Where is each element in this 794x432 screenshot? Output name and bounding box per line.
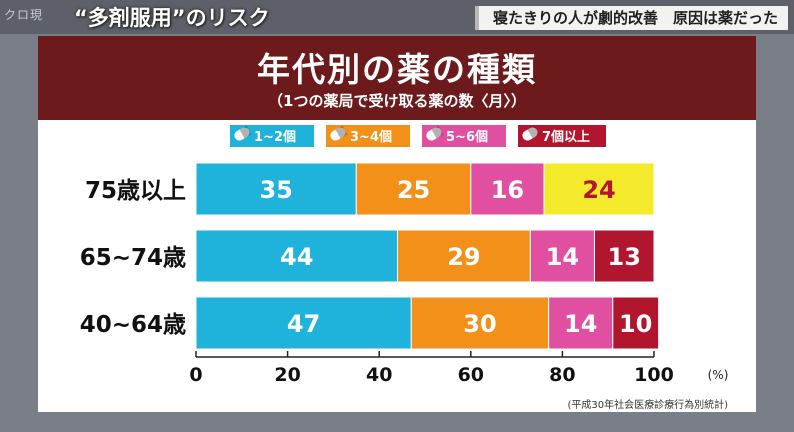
- x-tick-label: 40: [366, 364, 392, 386]
- legend-label-3: 5~6個: [446, 129, 488, 145]
- bar-segment: [397, 229, 531, 283]
- data-label: 13: [608, 243, 641, 271]
- chart-subtitle: （1つの薬局で受け取る薬の数〈月〉）: [268, 92, 526, 110]
- bar-segment: [195, 162, 357, 216]
- bar-segment: [195, 296, 412, 350]
- category-label: 65~74歳: [80, 245, 186, 271]
- legend-label-1: 1~2個: [254, 129, 296, 145]
- stacked-bar-chart: 1~2個 3~4個 5~6個 7個以上 75歳以上 35 25 16 24 65~74歳 44 29 1…: [80, 125, 729, 386]
- bar-segment: [355, 162, 472, 216]
- pill-icon: [522, 127, 538, 141]
- x-tick-label: 60: [458, 364, 484, 386]
- bar-segment: [410, 296, 550, 350]
- pill-icon-half: [335, 125, 348, 139]
- data-label: 14: [564, 310, 597, 338]
- pill-icon: [234, 127, 250, 141]
- topic-caption: “多剤服用”のリスク: [74, 6, 270, 30]
- legend-swatch-4: [518, 125, 606, 147]
- headline-caption: 寝たきりの人が劇的改善 原因は薬だった: [474, 6, 788, 30]
- bar-segment: [612, 296, 660, 350]
- pill-icon: [330, 127, 346, 141]
- bar-segment: [195, 229, 399, 283]
- data-label: 25: [397, 176, 430, 204]
- x-tick-label: 20: [274, 364, 300, 386]
- data-label: 47: [287, 310, 320, 338]
- data-label: 16: [491, 176, 524, 204]
- legend-label-4: 7個以上: [542, 129, 590, 145]
- legend-swatch-2: [326, 125, 410, 147]
- legend-label-2: 3~4個: [350, 129, 392, 145]
- chart-board: 年代別の薬の種類 （1つの薬局で受け取る薬の数〈月〉） 1~2個 3~4個 5~6個…: [38, 36, 756, 412]
- program-logo: クロ現: [4, 8, 44, 22]
- data-label: 10: [619, 310, 652, 338]
- x-tick-label: 100: [634, 364, 674, 386]
- category-label: 40~64歳: [80, 312, 186, 338]
- bar-segment: [593, 229, 655, 283]
- pill-icon: [426, 127, 442, 141]
- title-band: 年代別の薬の種類 （1つの薬局で受け取る薬の数〈月〉）: [38, 36, 756, 120]
- bar-segment: [470, 162, 545, 216]
- data-label: 44: [280, 243, 313, 271]
- legend-swatch-3: [422, 125, 506, 147]
- data-label: 30: [463, 310, 496, 338]
- data-label: 29: [447, 243, 480, 271]
- x-tick-label: 80: [549, 364, 575, 386]
- data-label: 24: [582, 176, 615, 204]
- category-label: 75歳以上: [85, 178, 186, 204]
- legend-swatch-1: [230, 125, 314, 147]
- pill-icon-half: [431, 125, 444, 139]
- data-label: 35: [259, 176, 292, 204]
- x-axis-unit: (%): [708, 368, 729, 382]
- pill-icon-half: [239, 125, 252, 139]
- source-note: (平成30年社会医療診療行為別統計): [567, 400, 728, 411]
- broadcast-topbar: クロ現 “多剤服用”のリスク 寝たきりの人が劇的改善 原因は薬だった: [0, 0, 794, 34]
- x-tick-label: 0: [189, 364, 202, 386]
- pill-icon-half: [527, 125, 540, 139]
- chart-title: 年代別の薬の種類: [257, 50, 537, 89]
- data-label: 14: [546, 243, 579, 271]
- bar-segment: [543, 162, 655, 216]
